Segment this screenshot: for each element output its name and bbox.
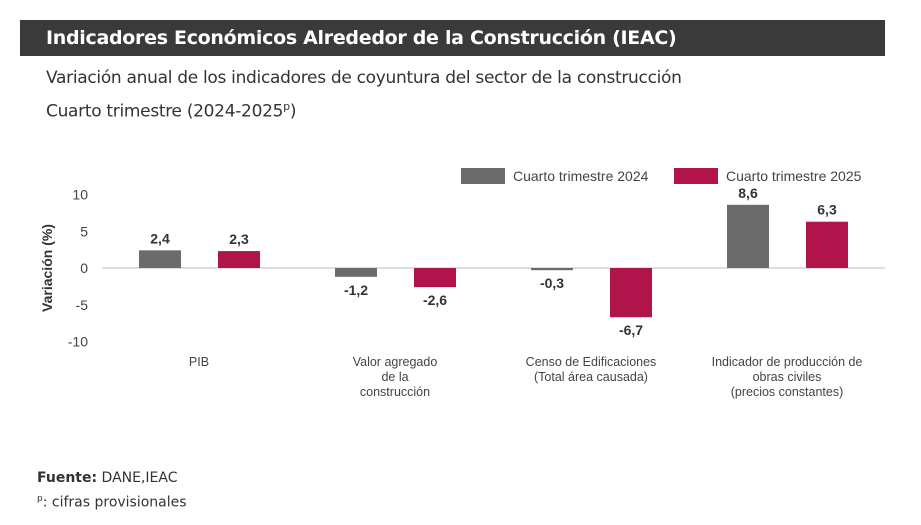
data-label: 2,4 <box>150 230 170 246</box>
note-mark: p <box>37 494 43 504</box>
category-label: Indicador de producción de <box>712 355 863 369</box>
bar-2025 <box>414 268 456 288</box>
period-text: Cuarto trimestre (2024-2025 <box>46 101 284 122</box>
legend-label: Cuarto trimestre 2025 <box>726 168 862 184</box>
category-label: de la <box>381 370 408 384</box>
note-text: : cifras provisionales <box>42 494 187 511</box>
legend-swatch-2024 <box>461 168 505 184</box>
y-tick-label: 5 <box>80 223 88 239</box>
source-note: Fuente: DANE,IEAC <box>37 470 178 486</box>
provisional-mark: p <box>283 100 290 113</box>
y-tick-label: 0 <box>80 260 88 276</box>
source-value: DANE,IEAC <box>97 470 178 486</box>
bar-2024 <box>531 268 573 271</box>
header-title: Indicadores Económicos Alrededor de la C… <box>46 27 677 49</box>
page-header: Indicadores Económicos Alrededor de la C… <box>20 20 885 56</box>
y-tick-label: 10 <box>72 187 88 203</box>
data-label: 2,3 <box>229 231 249 247</box>
bar-2024 <box>139 250 181 268</box>
provisional-note: p: cifras provisionales <box>37 494 187 511</box>
category-label: PIB <box>189 355 209 369</box>
bar-2025 <box>218 251 260 268</box>
bar-2024 <box>335 268 377 277</box>
data-label: -2,6 <box>423 292 447 308</box>
bar-2025 <box>806 221 848 268</box>
data-label: 8,6 <box>738 185 758 201</box>
period-close: ) <box>289 101 297 122</box>
category-label: Valor agregado <box>353 355 438 369</box>
y-tick-label: -5 <box>76 297 89 313</box>
category-label: Censo de Edificaciones <box>526 355 657 369</box>
data-label: 6,3 <box>817 202 837 218</box>
legend-label: Cuarto trimestre 2024 <box>513 168 649 184</box>
data-label: -0,3 <box>540 275 564 291</box>
category-label: (Total área causada) <box>534 370 648 384</box>
category-label: obras civiles <box>753 370 822 384</box>
data-label: -1,2 <box>344 282 368 298</box>
bar-2025 <box>610 268 652 318</box>
category-label: (precios constantes) <box>731 385 844 399</box>
category-label: construcción <box>360 385 430 399</box>
data-label: -6,7 <box>619 322 643 338</box>
source-label: Fuente: <box>37 470 98 486</box>
chart-subtitle: Variación anual de los indicadores de co… <box>46 68 682 88</box>
y-axis-label: Variación (%) <box>39 224 55 312</box>
y-tick-label: -10 <box>68 334 88 350</box>
bar-2024 <box>727 204 769 268</box>
chart-period: Cuarto trimestre (2024-2025p) <box>46 100 296 122</box>
legend-swatch-2025 <box>674 168 718 184</box>
